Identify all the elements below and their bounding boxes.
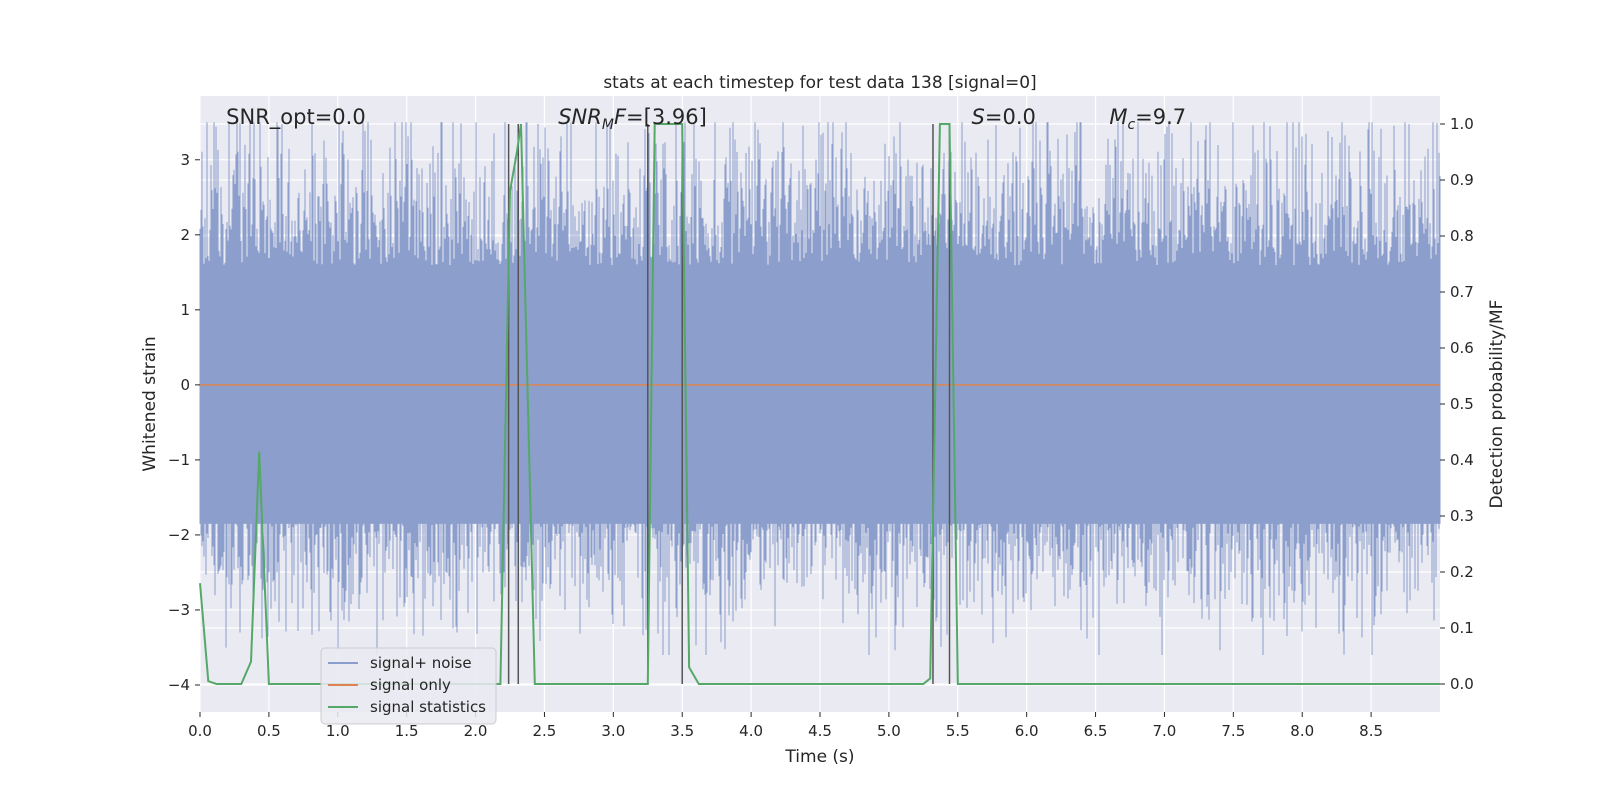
y-tick-label-0: −4 xyxy=(168,676,190,694)
annotation-3: Mc=9.7 xyxy=(1109,105,1186,133)
y-tick-label-2: −2 xyxy=(168,526,190,544)
annotations: SNR_opt=0.0 SNRMF=[3.96] S=0.0 Mc=9.7 xyxy=(226,105,1186,133)
y2-tick-label-10: 1.0 xyxy=(1450,115,1474,133)
y2-axis-ticks: 0.0 0.1 0.2 0.3 0.4 0.5 0.6 0.7 0.8 0.9 1.0 xyxy=(1440,115,1474,693)
x-tick-label-16: 8.0 xyxy=(1290,722,1314,740)
legend: signal+ noise signal only signal statist… xyxy=(320,647,497,725)
annotation-2: S=0.0 xyxy=(972,105,1036,129)
x-tick-label-8: 4.0 xyxy=(739,722,763,740)
y-tick-label-3: −1 xyxy=(168,451,190,469)
x-tick-label-7: 3.5 xyxy=(670,722,694,740)
x-tick-label-13: 6.5 xyxy=(1084,722,1108,740)
y-axis-ticks: −4 −3 −2 −1 0 1 2 3 xyxy=(168,151,200,694)
y-tick-label-4: 0 xyxy=(180,376,190,394)
x-tick-label-3: 1.5 xyxy=(395,722,419,740)
y2-tick-label-8: 0.8 xyxy=(1450,227,1474,245)
x-tick-label-17: 8.5 xyxy=(1359,722,1383,740)
annotation-1: SNRMF=[3.96] xyxy=(558,105,707,133)
y-tick-label-5: 1 xyxy=(180,301,190,319)
chart-title: stats at each timestep for test data 138… xyxy=(603,73,1036,93)
y-tick-label-6: 2 xyxy=(180,226,190,244)
x-tick-label-0: 0.0 xyxy=(188,722,212,740)
y2-tick-label-3: 0.3 xyxy=(1450,507,1474,525)
x-tick-label-6: 3.0 xyxy=(601,722,625,740)
x-tick-label-9: 4.5 xyxy=(808,722,832,740)
legend-box xyxy=(320,647,497,725)
y2-axis-label: Detection probability/MF xyxy=(1487,300,1507,509)
legend-label-noise: signal+ noise xyxy=(370,654,472,672)
y-tick-label-1: −3 xyxy=(168,601,190,619)
y2-tick-label-7: 0.7 xyxy=(1450,283,1474,301)
y2-tick-label-0: 0.0 xyxy=(1450,675,1474,693)
statistics-line xyxy=(199,123,1440,685)
x-axis-ticks: 0.0 0.5 1.0 1.5 2.0 2.5 3.0 3.5 4.0 4.5 5.0 5.5 6.0 6… xyxy=(188,712,1383,740)
y-axis-label: Whitened strain xyxy=(140,336,160,471)
y2-tick-label-5: 0.5 xyxy=(1450,395,1474,413)
noise-trace xyxy=(199,122,1441,655)
annotation-0: SNR_opt=0.0 xyxy=(226,105,366,130)
x-tick-label-2: 1.0 xyxy=(326,722,350,740)
y2-tick-label-2: 0.2 xyxy=(1450,563,1474,581)
legend-label-stats: signal statistics xyxy=(370,698,486,716)
x-tick-label-15: 7.5 xyxy=(1221,722,1245,740)
y2-tick-label-1: 0.1 xyxy=(1450,619,1474,637)
x-tick-label-10: 5.0 xyxy=(877,722,901,740)
signal-noise-series xyxy=(199,122,1441,655)
legend-label-signal: signal only xyxy=(370,676,451,694)
x-tick-label-12: 6.0 xyxy=(1015,722,1039,740)
signal-statistics-series xyxy=(199,123,1440,685)
x-tick-label-4: 2.0 xyxy=(464,722,488,740)
y2-tick-label-4: 0.4 xyxy=(1450,451,1474,469)
x-tick-label-11: 5.5 xyxy=(946,722,970,740)
y-tick-label-7: 3 xyxy=(180,151,190,169)
y2-tick-label-9: 0.9 xyxy=(1450,171,1474,189)
x-axis-label: Time (s) xyxy=(784,747,854,767)
vertical-markers xyxy=(507,124,951,684)
x-tick-label-5: 2.5 xyxy=(533,722,557,740)
x-tick-label-1: 0.5 xyxy=(257,722,281,740)
y2-tick-label-6: 0.6 xyxy=(1450,339,1474,357)
x-tick-label-14: 7.0 xyxy=(1153,722,1177,740)
